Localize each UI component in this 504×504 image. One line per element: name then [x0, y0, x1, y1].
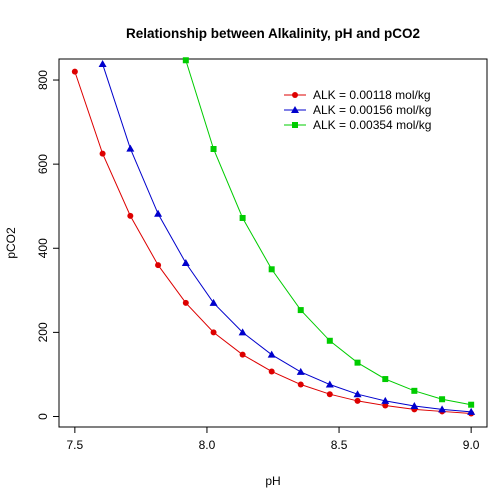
- series-3-point: [268, 266, 275, 273]
- plot-frame: [58, 58, 488, 428]
- y-tick-label: 600: [36, 154, 50, 174]
- series-1-point: [239, 351, 246, 358]
- legend-label-2: ALK = 0.00156 mol/kg: [313, 103, 431, 117]
- series-2-point: [381, 396, 390, 404]
- series-2-point: [353, 390, 362, 398]
- series-2-line: [102, 63, 472, 413]
- series-1-point: [99, 150, 106, 157]
- series-1-point: [210, 329, 217, 336]
- x-tick-label: 8.0: [199, 438, 216, 452]
- series-1-point: [127, 212, 134, 219]
- legend-label-3: ALK = 0.00354 mol/kg: [313, 118, 431, 132]
- chart-title: Relationship between Alkalinity, pH and …: [126, 26, 420, 41]
- series-2-point: [181, 258, 190, 266]
- series-3-point: [411, 387, 418, 394]
- y-axis-label: pCO2: [4, 227, 18, 259]
- series-1-point: [297, 381, 304, 388]
- series-3-point: [326, 337, 333, 344]
- series-2-point: [209, 298, 218, 306]
- series-3-point: [210, 146, 217, 153]
- series-1-point: [326, 391, 333, 398]
- series-1-point: [71, 68, 78, 75]
- series-1-point: [354, 397, 361, 404]
- series-3-point: [297, 307, 304, 314]
- series-3-point: [468, 401, 475, 408]
- series-2-point: [238, 328, 247, 336]
- series-1-point: [382, 402, 389, 409]
- legend-marker-3: [292, 122, 298, 128]
- series-3: [182, 57, 475, 408]
- y-tick-label: 800: [36, 70, 50, 90]
- x-tick-label: 9.0: [463, 438, 480, 452]
- series-3-point: [382, 376, 389, 383]
- series-2-point: [126, 144, 135, 152]
- y-tick-label: 400: [36, 238, 50, 258]
- series-2-point: [267, 350, 276, 358]
- x-axis-label: pH: [265, 474, 280, 488]
- series-3-point: [439, 396, 446, 403]
- x-tick-label: 7.5: [67, 438, 84, 452]
- series-2-point: [98, 60, 107, 68]
- series-2-point: [296, 367, 305, 375]
- series-2: [98, 60, 476, 415]
- series-2-point: [467, 407, 476, 415]
- legend-marker-1: [292, 92, 298, 98]
- series-2-point: [410, 401, 419, 409]
- series-1-point: [268, 368, 275, 375]
- series-3-point: [354, 359, 361, 366]
- series-2-point: [154, 209, 163, 217]
- legend-label-1: ALK = 0.00118 mol/kg: [313, 88, 431, 102]
- y-tick-label: 0: [36, 413, 50, 420]
- x-tick-label: 8.5: [331, 438, 348, 452]
- series-1-point: [182, 299, 189, 306]
- y-tick-label: 200: [36, 322, 50, 342]
- series-3-point: [239, 214, 246, 221]
- series-2-point: [438, 405, 447, 413]
- legend-marker-2: [291, 106, 299, 113]
- x-axis: 7.5 8.0 8.5 9.0: [67, 427, 480, 452]
- series-layer: [71, 57, 476, 417]
- series-3-point: [182, 57, 189, 64]
- series-2-point: [325, 380, 334, 388]
- y-axis: 0 200 400 600 800: [36, 70, 59, 420]
- series-1-point: [155, 262, 162, 269]
